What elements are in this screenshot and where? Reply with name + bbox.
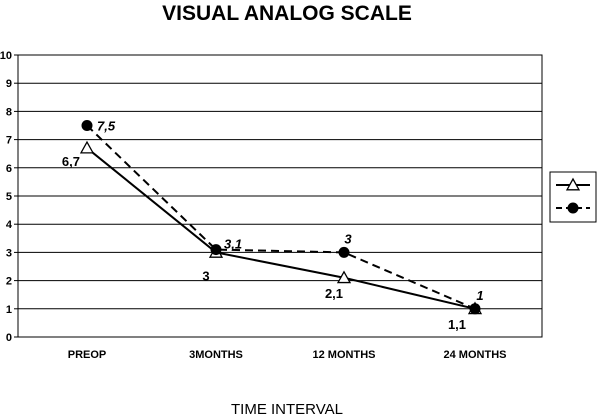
y-tick-label: 6 (6, 163, 12, 175)
series-2-data-label: 1 (476, 288, 483, 303)
y-tick-label: 9 (6, 78, 12, 90)
x-tick-label: PREOP (68, 349, 107, 361)
series-2-line (86, 124, 476, 310)
series-1-point (336, 270, 352, 284)
x-tick-label: 24 MONTHS (444, 349, 507, 361)
y-tick-label: 2 (6, 276, 12, 288)
series-1-data-label: 1,1 (448, 317, 466, 332)
y-tick-label: 8 (6, 106, 12, 118)
y-tick-label: 10 (0, 50, 12, 62)
y-tick-label: 7 (6, 135, 12, 147)
gridlines (18, 82, 542, 310)
legend-series-2-marker (567, 202, 579, 214)
series-2-data-label: 3,1 (224, 237, 242, 252)
series-1-data-label: 6,7 (62, 154, 80, 169)
legend-series-1-marker (565, 177, 581, 191)
y-tick-label: 1 (6, 304, 12, 316)
series-2-data-label: 7,5 (97, 119, 116, 134)
series-1-data-label: 2,1 (325, 286, 343, 301)
series-1-point (79, 140, 95, 154)
series-group: 6,7 3 2,1 1,1 7,5 3,1 3 1 (62, 119, 484, 332)
y-tick-label: 5 (6, 191, 12, 203)
series-1-data-label: 3 (202, 268, 209, 283)
series-2-data-label: 3 (344, 231, 352, 246)
y-axis-ticks: 0 1 2 3 4 5 6 7 8 9 10 (0, 50, 18, 344)
chart-title: VISUAL ANALOG SCALE (162, 2, 412, 25)
series-1-line (86, 147, 476, 310)
series-2-point (469, 303, 481, 315)
y-tick-label: 3 (6, 247, 12, 259)
series-2-point (338, 246, 350, 258)
series-2-point (210, 244, 222, 256)
x-axis-label: TIME INTERVAL (231, 401, 343, 418)
series-2-point (81, 120, 93, 131)
x-tick-label: 3MONTHS (189, 349, 243, 361)
legend (549, 171, 597, 223)
x-tick-label: 12 MONTHS (313, 349, 376, 361)
y-tick-label: 4 (6, 219, 13, 231)
y-tick-label: 0 (6, 332, 12, 344)
x-axis-ticks: PREOP 3MONTHS 12 MONTHS 24 MONTHS (68, 349, 507, 361)
